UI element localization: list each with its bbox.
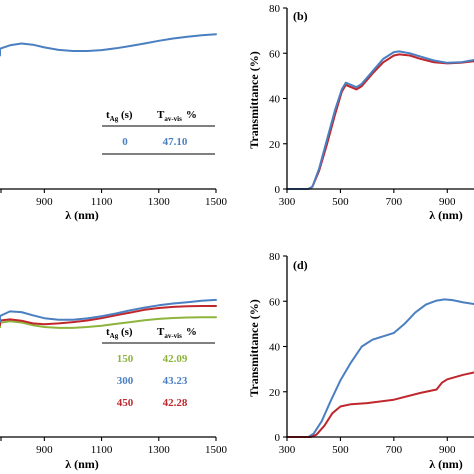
panel-c-table-t-cell: 450 xyxy=(117,397,134,409)
panel-b-series-1 xyxy=(286,50,474,190)
panel-c-table-T-cell: 42.28 xyxy=(163,397,188,409)
panel-a-x-ticks: 900 1100 1300 1500 xyxy=(0,189,228,208)
panel-c-series xyxy=(0,298,217,329)
panel-b-x-tick-label: 700 xyxy=(386,196,403,208)
panel-b-series-0 xyxy=(286,53,474,190)
panel-d-y-tick-label: 80 xyxy=(269,251,281,263)
panel-d-y-tick-label: 40 xyxy=(269,342,281,354)
panel-c: 900 1100 1300 1500 λ (nm) tAg (s) Tav-vis % 15… xyxy=(0,298,228,471)
panel-b-series xyxy=(286,50,474,190)
panel-b-y-tick-label: 0 xyxy=(275,184,281,196)
panel-b-x-tick-label: 900 xyxy=(439,196,456,208)
panel-a-legend-table: tAg (s) Tav-vis % 0 47.10 xyxy=(102,109,215,155)
panel-d-x-tick-label: 700 xyxy=(386,444,403,456)
panel-c-table-t-cell: 300 xyxy=(117,375,134,387)
panel-a-x-axis-label: λ (nm) xyxy=(65,208,99,222)
panel-b: 300 500 700 900 0 20 40 60 80 (b) Transmittance… xyxy=(247,3,474,222)
panel-a-table-T-cell: 47.10 xyxy=(163,136,188,148)
panel-d-y-ticks: 0 20 40 60 80 xyxy=(269,251,287,444)
panel-c-x-tick-label: 900 xyxy=(36,444,53,456)
panel-d-y-tick-label: 0 xyxy=(275,432,281,444)
panel-a-x-tick-label: 900 xyxy=(36,196,53,208)
panel-a-table-t-cell: 0 xyxy=(122,136,128,148)
panel-c-x-axis-label: λ (nm) xyxy=(65,457,99,471)
panel-a-table-head-T: Tav-vis% xyxy=(157,109,197,123)
panel-d-x-tick-label: 500 xyxy=(332,444,349,456)
panel-b-x-tick-label: 300 xyxy=(279,196,296,208)
panel-d-series xyxy=(286,298,474,438)
panel-b-letter: (b) xyxy=(293,9,308,23)
panel-c-x-tick-label: 1500 xyxy=(205,444,228,456)
panel-b-y-tick-label: 60 xyxy=(269,48,281,60)
panel-d-x-tick-label: 900 xyxy=(439,444,456,456)
panel-a-x-tick-label: 1300 xyxy=(148,196,171,208)
panel-b-x-tick-label: 500 xyxy=(332,196,349,208)
panel-c-x-tick-label: 1300 xyxy=(148,444,171,456)
panel-c-table-T-cell: 42.09 xyxy=(163,353,188,365)
panel-c-legend-table: tAg (s) Tav-vis % 150 42.09 300 43.23 450 42.28 xyxy=(102,326,215,409)
panel-a: 900 1100 1300 1500 λ (nm) tAg (s) Tav-vis % 0 4… xyxy=(0,33,228,222)
panel-b-y-axis-label: Transmittance (%) xyxy=(247,51,261,148)
panel-d-x-tick-label: 300 xyxy=(279,444,296,456)
panel-c-x-ticks: 900 1100 1300 1500 xyxy=(0,437,228,456)
panel-b-x-ticks: 300 500 700 900 xyxy=(279,189,456,208)
panel-c-table-head-T: Tav-vis% xyxy=(157,326,197,340)
panel-d: 300 500 700 900 0 20 40 60 80 (d) Transmittance… xyxy=(247,251,474,471)
panel-a-x-tick-label: 1500 xyxy=(205,196,228,208)
panel-d-y-tick-label: 60 xyxy=(269,296,281,308)
panel-b-y-ticks: 0 20 40 60 80 xyxy=(269,3,287,196)
panel-c-table-t-cell: 150 xyxy=(117,353,134,365)
panel-d-y-axis-label: Transmittance (%) xyxy=(247,299,261,396)
panel-a-series xyxy=(0,33,217,57)
panel-c-series-1 xyxy=(0,305,217,326)
panel-b-y-tick-label: 40 xyxy=(269,94,281,106)
panel-c-table-T-cell: 43.23 xyxy=(163,375,188,387)
panel-d-letter: (d) xyxy=(293,258,308,272)
panel-d-series-0 xyxy=(286,298,474,438)
panel-a-table-head-t: tAg (s) xyxy=(106,109,133,123)
panel-d-x-axis-label: λ (nm) xyxy=(429,457,463,471)
panel-d-y-tick-label: 20 xyxy=(269,387,281,399)
panel-c-series-2 xyxy=(0,298,217,323)
panel-a-x-tick-label: 1100 xyxy=(91,196,113,208)
panel-d-x-ticks: 300 500 700 900 xyxy=(279,437,456,456)
panel-a-series-0 xyxy=(0,33,217,57)
panel-c-series-0 xyxy=(0,316,217,329)
panel-b-y-tick-label: 20 xyxy=(269,139,281,151)
panel-d-series-1 xyxy=(286,371,474,438)
panel-c-table-head-t: tAg (s) xyxy=(106,326,133,340)
panel-b-x-axis-label: λ (nm) xyxy=(429,208,463,222)
panel-b-y-tick-label: 80 xyxy=(269,3,281,15)
panel-c-x-tick-label: 1100 xyxy=(91,444,113,456)
